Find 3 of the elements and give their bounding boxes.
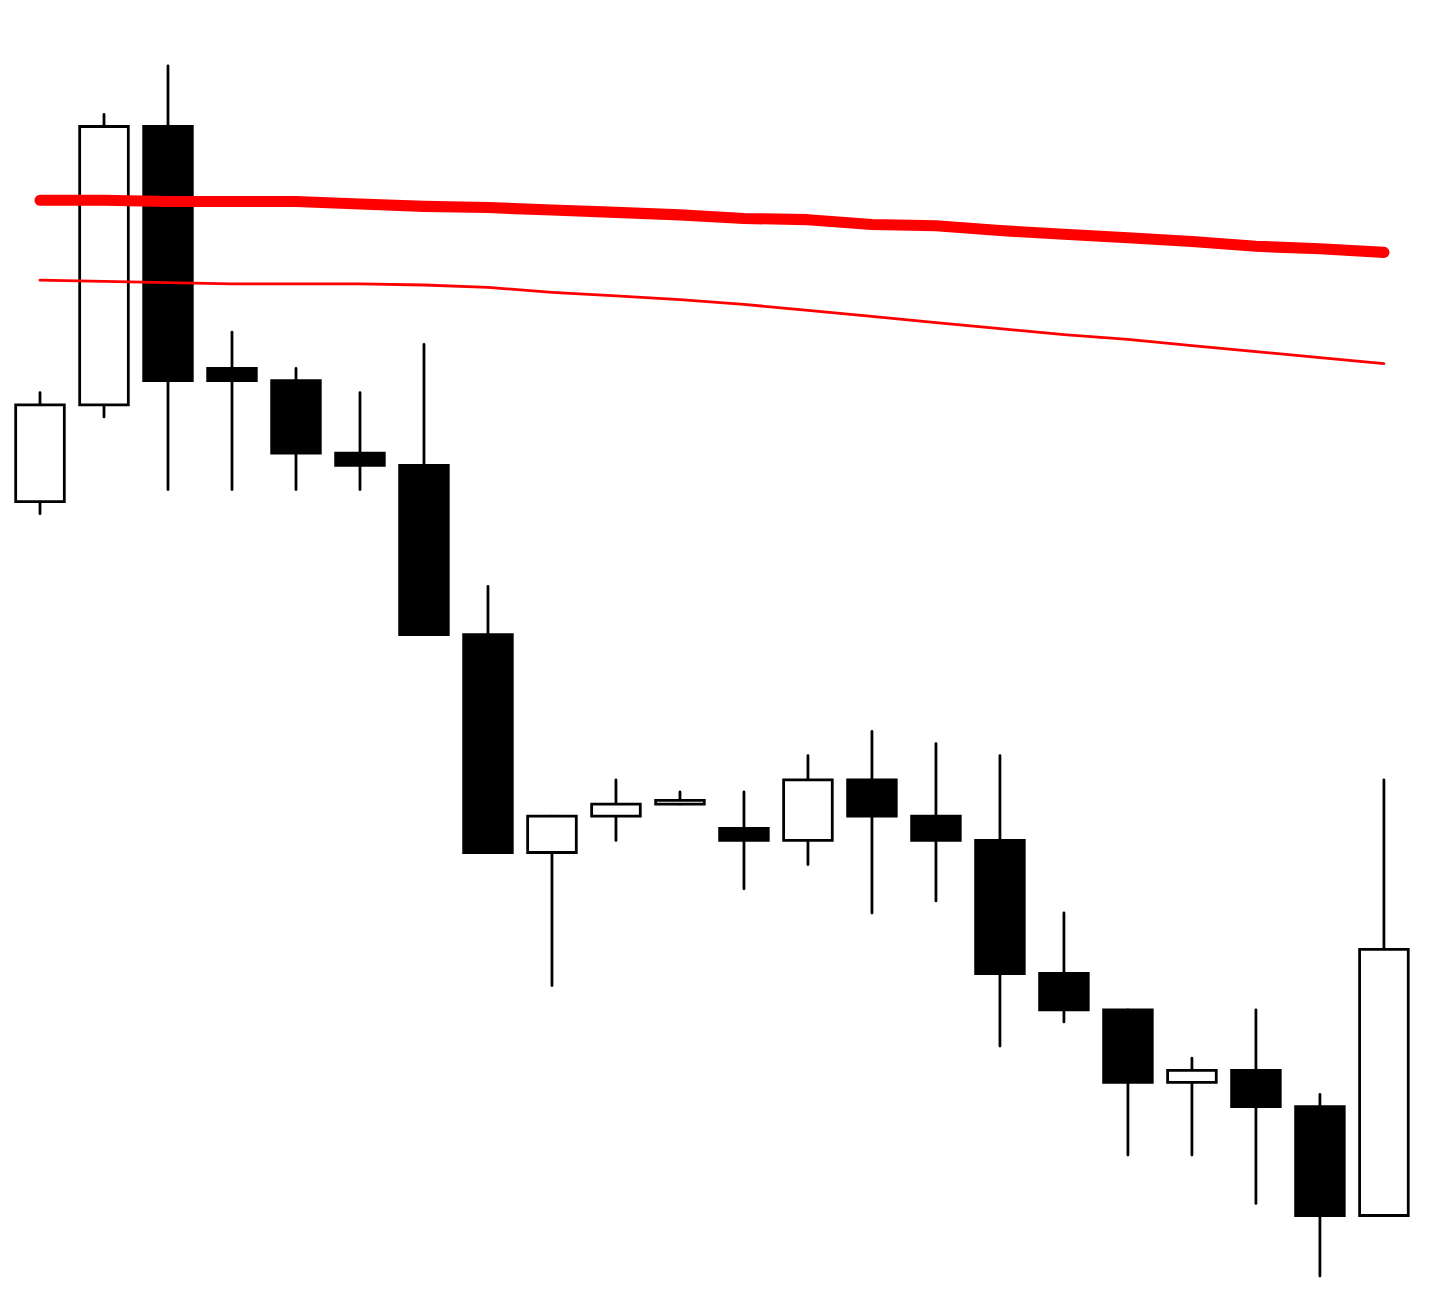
candlestick xyxy=(206,330,258,491)
candlestick xyxy=(334,391,386,491)
candlestick xyxy=(1166,1056,1218,1157)
